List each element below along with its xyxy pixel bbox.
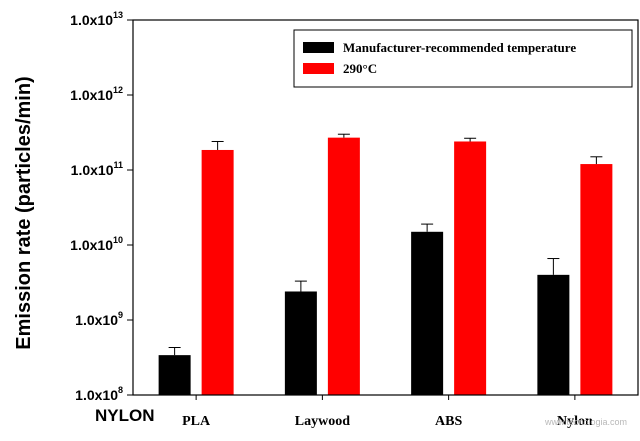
x-tick-label-laywood: Laywood: [295, 414, 350, 429]
bars: [158, 133, 613, 396]
bar-laywood-series-1: [284, 291, 317, 395]
x-tick-label-nylon: Nylon: [557, 414, 593, 429]
legend-swatch-series-1: [303, 42, 334, 53]
bar-nylon-series-2: [580, 164, 613, 395]
y-tick-label: 1.0x1011: [71, 160, 123, 178]
y-tick-label: 1.0x1010: [70, 235, 123, 253]
bar-abs-series-2: [454, 141, 487, 395]
y-tick-label: 1.0x1012: [70, 85, 123, 103]
y-axis-label: Emission rate (particles/min): [13, 76, 35, 349]
plot-frame: [132, 19, 639, 396]
y-tick-label: 1.0x109: [75, 310, 123, 328]
watermark: www.tecnologia.com: [544, 417, 627, 427]
category-labels: PLA Laywood ABS Nylon: [182, 395, 593, 429]
corner-label: NYLON: [95, 406, 155, 425]
legend-swatch-series-2: [303, 63, 334, 74]
legend-label-series-2: 290°C: [343, 61, 377, 76]
x-tick-label-pla: PLA: [182, 414, 211, 429]
bar-nylon-series-1: [537, 274, 570, 395]
y-tick-label: 1.0x108: [75, 385, 123, 403]
legend-box: [293, 29, 633, 88]
bar-laywood-series-2: [327, 137, 360, 396]
bar-pla-series-2: [201, 149, 234, 395]
y-axis-ticks: 1.0x108 1.0x109 1.0x1010 1.0x1011 1.0x1012 1.…: [70, 10, 133, 403]
legend-label-series-1: Manufacturer-recommended temperature: [343, 40, 576, 55]
bar-pla-series-1: [158, 355, 191, 395]
bar-abs-series-1: [411, 231, 444, 395]
y-tick-label: 1.0x1013: [70, 10, 123, 28]
legend: Manufacturer-recommended temperature 290…: [293, 29, 633, 88]
x-tick-label-abs: ABS: [435, 414, 462, 429]
